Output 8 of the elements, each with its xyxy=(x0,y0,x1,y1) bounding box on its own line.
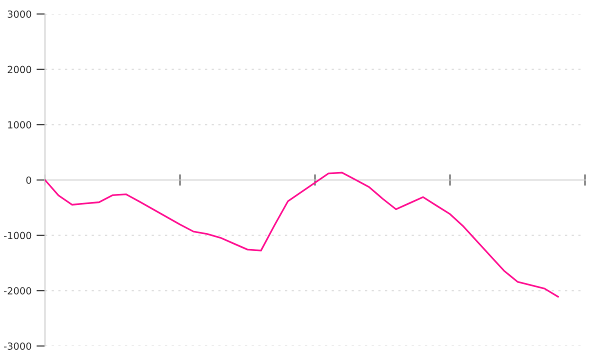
line-series xyxy=(45,172,559,298)
y-tick-label: -2000 xyxy=(4,287,32,294)
y-tick-label: 2000 xyxy=(8,66,32,74)
y-tick-label: -1000 xyxy=(4,232,32,240)
y-tick-label: 1000 xyxy=(8,121,32,128)
y-tick-label: 0 xyxy=(26,176,32,184)
y-tick-label: -3000 xyxy=(4,342,32,350)
y-tick-label: 3000 xyxy=(8,10,32,18)
